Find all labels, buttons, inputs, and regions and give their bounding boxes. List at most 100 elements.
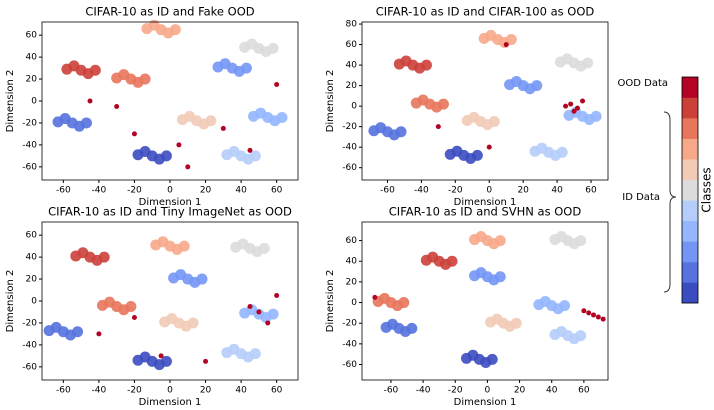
- x-tick-label: -20: [127, 386, 142, 396]
- colorbar-segment: [682, 282, 698, 304]
- point: [187, 317, 199, 329]
- point: [435, 124, 441, 130]
- point: [595, 314, 601, 320]
- x-tick-label: -60: [56, 386, 71, 396]
- y-tick-label: 20: [346, 81, 358, 91]
- y-tick-label: 60: [346, 40, 358, 50]
- y-tick-label: 0: [351, 102, 357, 112]
- point: [503, 42, 509, 48]
- chart-title: CIFAR-10 as ID and Fake OOD: [85, 5, 254, 19]
- point: [160, 355, 172, 367]
- point: [267, 308, 279, 320]
- colorbar-segment: [682, 261, 698, 283]
- point: [247, 147, 253, 153]
- colorbar-segment: [682, 241, 698, 263]
- point: [563, 103, 569, 109]
- point: [276, 111, 288, 123]
- point: [510, 317, 522, 329]
- colorbar-segment: [682, 118, 698, 139]
- colorbar-label: Classes: [700, 167, 714, 212]
- x-axis-label: Dimension 1: [454, 397, 517, 408]
- colorbar-segment: [682, 179, 698, 201]
- axes-frame: [361, 221, 609, 381]
- x-tick-label: 40: [546, 386, 558, 396]
- point: [395, 126, 407, 138]
- point: [220, 125, 226, 131]
- point: [486, 353, 498, 365]
- point: [505, 33, 517, 45]
- point: [590, 110, 602, 122]
- y-tick-label: 0: [31, 297, 37, 307]
- point: [125, 300, 137, 312]
- y-tick-label: 20: [26, 275, 38, 285]
- point: [72, 326, 84, 338]
- point: [575, 235, 587, 247]
- point: [114, 103, 120, 109]
- point: [581, 308, 587, 314]
- id-label: ID Data: [622, 192, 660, 203]
- x-axis-label: Dimension 1: [139, 197, 202, 208]
- point: [131, 131, 137, 137]
- point: [185, 164, 191, 170]
- point: [420, 59, 432, 71]
- chart-title: CIFAR-10 as ID and SVHN as OOD: [389, 205, 582, 219]
- x-tick-label: 0: [485, 386, 491, 396]
- x-tick-label: 60: [585, 186, 597, 196]
- y-axis-label: Dimension 2: [325, 270, 336, 333]
- y-tick-label: 40: [26, 53, 38, 63]
- colorbar-segment: [682, 97, 698, 119]
- x-tick-label: 60: [578, 386, 590, 396]
- x-tick-label: 0: [486, 186, 492, 196]
- y-axis-label: Dimension 2: [5, 70, 16, 133]
- point: [586, 310, 592, 316]
- point: [240, 62, 252, 74]
- point: [446, 255, 458, 267]
- x-tick-label: 0: [167, 386, 173, 396]
- x-tick-label: -60: [380, 186, 395, 196]
- point: [265, 320, 271, 326]
- point: [205, 115, 217, 127]
- y-tick-label: 60: [26, 31, 38, 41]
- y-tick-label: 40: [26, 253, 38, 263]
- point: [176, 142, 182, 148]
- ood-label: OOD Data: [618, 78, 669, 89]
- point: [582, 57, 594, 69]
- axes-frame: [41, 21, 299, 181]
- colorbar-segment: [682, 77, 698, 98]
- point: [575, 330, 587, 342]
- point: [80, 117, 92, 129]
- x-tick-label: -40: [414, 186, 429, 196]
- y-tick-label: 20: [26, 75, 38, 85]
- point: [96, 331, 102, 337]
- point: [178, 240, 190, 252]
- y-tick-label: -40: [22, 340, 37, 350]
- point: [471, 149, 483, 161]
- point: [267, 42, 279, 54]
- point: [258, 242, 270, 254]
- y-tick-label: 20: [346, 277, 358, 287]
- point: [131, 314, 137, 320]
- point: [406, 322, 418, 334]
- point: [600, 316, 606, 322]
- point: [571, 108, 577, 114]
- y-tick-label: -40: [342, 143, 357, 153]
- y-tick-label: -60: [342, 360, 357, 370]
- x-tick-label: -20: [448, 186, 463, 196]
- chart-title: CIFAR-10 as ID and CIFAR-100 as OOD: [376, 5, 595, 19]
- point: [249, 150, 261, 162]
- y-tick-label: -20: [22, 318, 37, 328]
- x-tick-label: -40: [416, 386, 431, 396]
- x-tick-label: -40: [92, 386, 107, 396]
- point: [139, 73, 151, 85]
- point: [98, 251, 110, 263]
- colorbar-segment: [682, 138, 698, 160]
- x-tick-label: 20: [517, 186, 529, 196]
- point: [494, 235, 506, 247]
- point: [494, 271, 506, 283]
- x-tick-label: 20: [200, 386, 212, 396]
- point: [89, 64, 101, 76]
- colorbar-segment: [682, 200, 698, 222]
- point: [591, 312, 597, 318]
- y-tick-label: 0: [351, 298, 357, 308]
